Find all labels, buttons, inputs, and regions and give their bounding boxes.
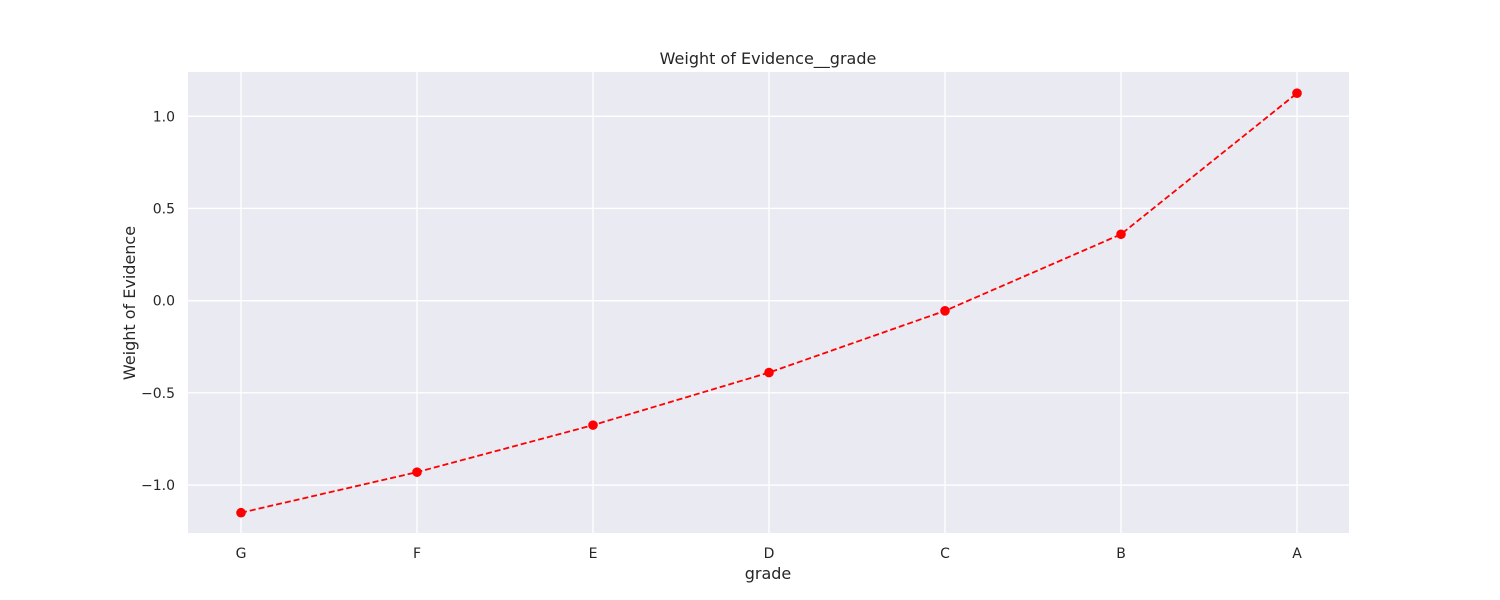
data-point <box>588 420 598 430</box>
series <box>236 88 1302 518</box>
x-tick-label: C <box>940 546 950 562</box>
y-tick-label: −0.5 <box>141 386 175 402</box>
data-point <box>940 305 950 316</box>
y-tick-label: 1.0 <box>153 109 175 125</box>
data-point <box>236 507 246 518</box>
y-tick-label: 0.0 <box>153 294 175 310</box>
x-tick-label: F <box>413 546 421 562</box>
data-point <box>1116 229 1126 240</box>
y-axis-label: Weight of Evidence <box>120 226 139 380</box>
x-tick-label: D <box>764 546 775 562</box>
x-axis-label: grade <box>745 564 792 583</box>
data-point <box>1292 88 1302 99</box>
x-tick-label: B <box>1116 546 1126 562</box>
x-tick-label: G <box>236 546 247 562</box>
x-tick-label: E <box>589 546 598 562</box>
data-point <box>764 367 774 378</box>
y-tick-labels: −1.0 −0.5 0.0 0.5 1.0 <box>141 109 175 494</box>
grid <box>188 72 1349 533</box>
y-tick-label: 0.5 <box>153 201 175 217</box>
data-point <box>412 467 422 477</box>
y-tick-label: −1.0 <box>141 478 175 494</box>
x-tick-label: A <box>1292 546 1302 562</box>
chart-title: Weight of Evidence__grade <box>660 49 877 69</box>
